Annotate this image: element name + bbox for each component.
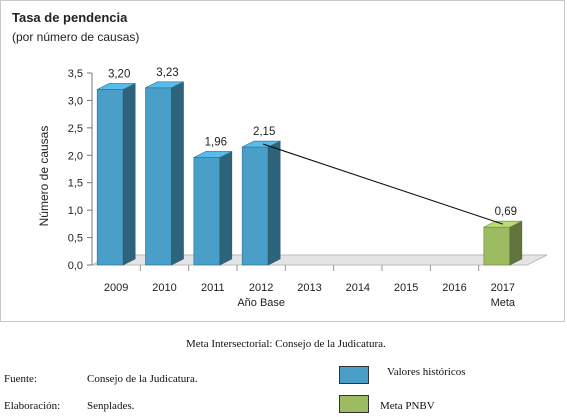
legend-swatch-historicos bbox=[339, 366, 369, 384]
x-tick-label: 2010 bbox=[152, 282, 176, 294]
bar-chart: Tasa de pendencia (por número de causas)… bbox=[12, 10, 548, 309]
legend-label-historicos: Valores históricos bbox=[387, 366, 466, 378]
y-tick-label: 3,5 bbox=[68, 68, 83, 80]
x-tick-label: 2016 bbox=[442, 282, 466, 294]
x-tick-label: 2011 bbox=[201, 282, 225, 294]
elaboracion-label: Elaboración: bbox=[4, 400, 61, 412]
data-label: 3,20 bbox=[108, 68, 130, 80]
x-tick-label: 2012 bbox=[249, 282, 273, 294]
legend-label-meta: Meta PNBV bbox=[380, 400, 435, 412]
bar-side bbox=[122, 82, 136, 266]
chart-frame bbox=[0, 0, 565, 322]
chart-caption: Meta Intersectorial: Consejo de la Judic… bbox=[186, 338, 386, 350]
bar bbox=[483, 220, 523, 266]
bar-top bbox=[193, 151, 232, 158]
y-tick-label: 0,0 bbox=[68, 260, 83, 272]
data-label: 3,23 bbox=[156, 67, 178, 79]
bar-top bbox=[145, 81, 184, 89]
bar bbox=[193, 150, 233, 266]
legend-swatch-meta bbox=[339, 395, 369, 413]
bar-side bbox=[267, 140, 281, 266]
bar-front bbox=[193, 157, 221, 266]
bar-top bbox=[242, 140, 281, 148]
bar-side bbox=[219, 150, 233, 266]
bar-front bbox=[241, 146, 269, 266]
x-tick-sublabel: Meta bbox=[491, 297, 516, 309]
data-label: 2,15 bbox=[253, 126, 275, 138]
x-tick-label: 2013 bbox=[297, 282, 321, 294]
y-tick-label: 2,5 bbox=[68, 123, 83, 135]
bar bbox=[96, 82, 136, 266]
fuente-value: Consejo de la Judicatura. bbox=[87, 373, 198, 385]
data-label: 0,69 bbox=[495, 206, 517, 218]
y-tick-label: 3,0 bbox=[68, 95, 83, 107]
bar-front bbox=[96, 89, 124, 266]
x-tick-label: 2014 bbox=[346, 282, 370, 294]
chart-subtitle: (por número de causas) bbox=[12, 30, 139, 44]
bar-side bbox=[171, 81, 184, 266]
fuente-label: Fuente: bbox=[4, 373, 37, 385]
y-tick-label: 2,0 bbox=[68, 150, 83, 162]
bar-side bbox=[509, 220, 523, 266]
bar-top bbox=[97, 83, 136, 90]
data-label: 1,96 bbox=[205, 136, 227, 148]
bar-front bbox=[145, 87, 172, 266]
y-tick-label: 0,5 bbox=[68, 233, 83, 245]
bar bbox=[145, 81, 184, 266]
chart-title: Tasa de pendencia bbox=[12, 10, 128, 25]
x-tick-sublabel: Año Base bbox=[237, 297, 285, 309]
trend-line bbox=[262, 143, 504, 225]
y-tick-label: 1,5 bbox=[68, 178, 83, 190]
x-tick-label: 2017 bbox=[491, 282, 515, 294]
elaboracion-value: Senplades. bbox=[87, 400, 135, 412]
y-tick-label: 1,0 bbox=[68, 205, 83, 217]
x-tick-label: 2015 bbox=[394, 282, 418, 294]
x-tick-label: 2009 bbox=[104, 282, 128, 294]
y-axis-label: Número de causas bbox=[37, 126, 51, 227]
bar bbox=[241, 140, 281, 266]
bar-front bbox=[483, 226, 511, 266]
